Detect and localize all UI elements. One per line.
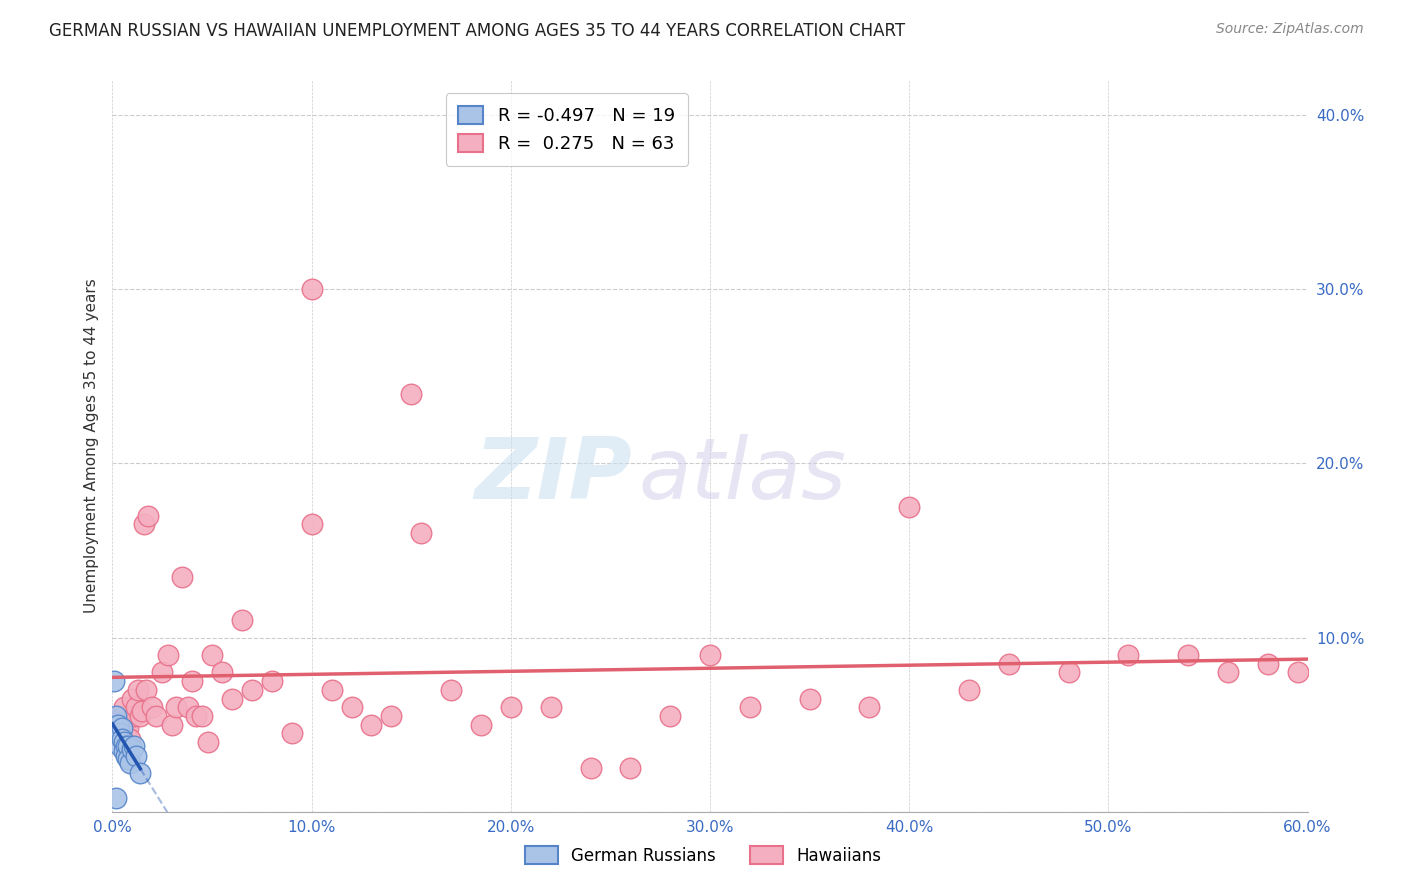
Point <box>858 700 880 714</box>
Point <box>157 648 180 662</box>
Point <box>1118 648 1140 662</box>
Point <box>131 704 153 718</box>
Point <box>105 790 128 805</box>
Point <box>165 700 187 714</box>
Point <box>440 682 463 697</box>
Point <box>380 709 402 723</box>
Point <box>1216 665 1239 680</box>
Point <box>321 682 343 697</box>
Point <box>103 674 125 689</box>
Point <box>411 526 433 541</box>
Point <box>401 386 423 401</box>
Point <box>1057 665 1080 680</box>
Point <box>619 761 641 775</box>
Point <box>1257 657 1279 671</box>
Point <box>115 717 138 731</box>
Point <box>105 717 128 731</box>
Point <box>221 691 243 706</box>
Text: GERMAN RUSSIAN VS HAWAIIAN UNEMPLOYMENT AMONG AGES 35 TO 44 YEARS CORRELATION CH: GERMAN RUSSIAN VS HAWAIIAN UNEMPLOYMENT … <box>49 22 905 40</box>
Point <box>998 657 1021 671</box>
Point <box>120 756 142 770</box>
Point <box>121 691 143 706</box>
Point <box>110 726 132 740</box>
Point <box>260 674 283 689</box>
Point <box>957 682 980 697</box>
Point <box>117 721 139 735</box>
Text: atlas: atlas <box>638 434 846 516</box>
Point <box>127 682 149 697</box>
Point <box>1286 665 1309 680</box>
Point <box>114 735 135 749</box>
Point <box>231 613 253 627</box>
Point <box>111 731 134 746</box>
Y-axis label: Unemployment Among Ages 35 to 44 years: Unemployment Among Ages 35 to 44 years <box>83 278 98 614</box>
Text: ZIP: ZIP <box>475 434 633 516</box>
Point <box>111 709 134 723</box>
Point <box>738 700 761 714</box>
Legend: German Russians, Hawaiians: German Russians, Hawaiians <box>516 838 890 873</box>
Point <box>340 700 363 714</box>
Point <box>117 739 139 753</box>
Point <box>120 731 142 746</box>
Point <box>111 721 134 735</box>
Point <box>499 700 522 714</box>
Point <box>301 282 323 296</box>
Point <box>115 739 138 753</box>
Point <box>115 749 138 764</box>
Point <box>579 761 602 775</box>
Point <box>162 717 183 731</box>
Point <box>799 691 821 706</box>
Point <box>240 682 263 697</box>
Point <box>201 648 224 662</box>
Point <box>281 726 304 740</box>
Text: Source: ZipAtlas.com: Source: ZipAtlas.com <box>1216 22 1364 37</box>
Point <box>1177 648 1199 662</box>
Point <box>211 665 233 680</box>
Point <box>117 752 139 766</box>
Point <box>114 700 135 714</box>
Point <box>141 700 163 714</box>
Point <box>135 682 157 697</box>
Point <box>177 700 200 714</box>
Point <box>129 766 152 780</box>
Point <box>114 744 135 758</box>
Point <box>124 709 146 723</box>
Point <box>138 508 160 523</box>
Point <box>659 709 682 723</box>
Point <box>186 709 208 723</box>
Point <box>107 717 129 731</box>
Point <box>172 569 194 583</box>
Point <box>301 517 323 532</box>
Point <box>110 721 132 735</box>
Point <box>121 742 143 756</box>
Point <box>145 709 167 723</box>
Point <box>898 500 921 514</box>
Point <box>360 717 382 731</box>
Legend: R = -0.497   N = 19, R =  0.275   N = 63: R = -0.497 N = 19, R = 0.275 N = 63 <box>446 93 688 166</box>
Point <box>197 735 219 749</box>
Point <box>105 709 128 723</box>
Point <box>181 674 204 689</box>
Point <box>125 700 148 714</box>
Point <box>150 665 173 680</box>
Point <box>134 517 156 532</box>
Point <box>110 739 132 753</box>
Point <box>470 717 492 731</box>
Point <box>699 648 721 662</box>
Point <box>124 739 146 753</box>
Point <box>540 700 562 714</box>
Point <box>129 709 152 723</box>
Point <box>191 709 214 723</box>
Point <box>125 749 148 764</box>
